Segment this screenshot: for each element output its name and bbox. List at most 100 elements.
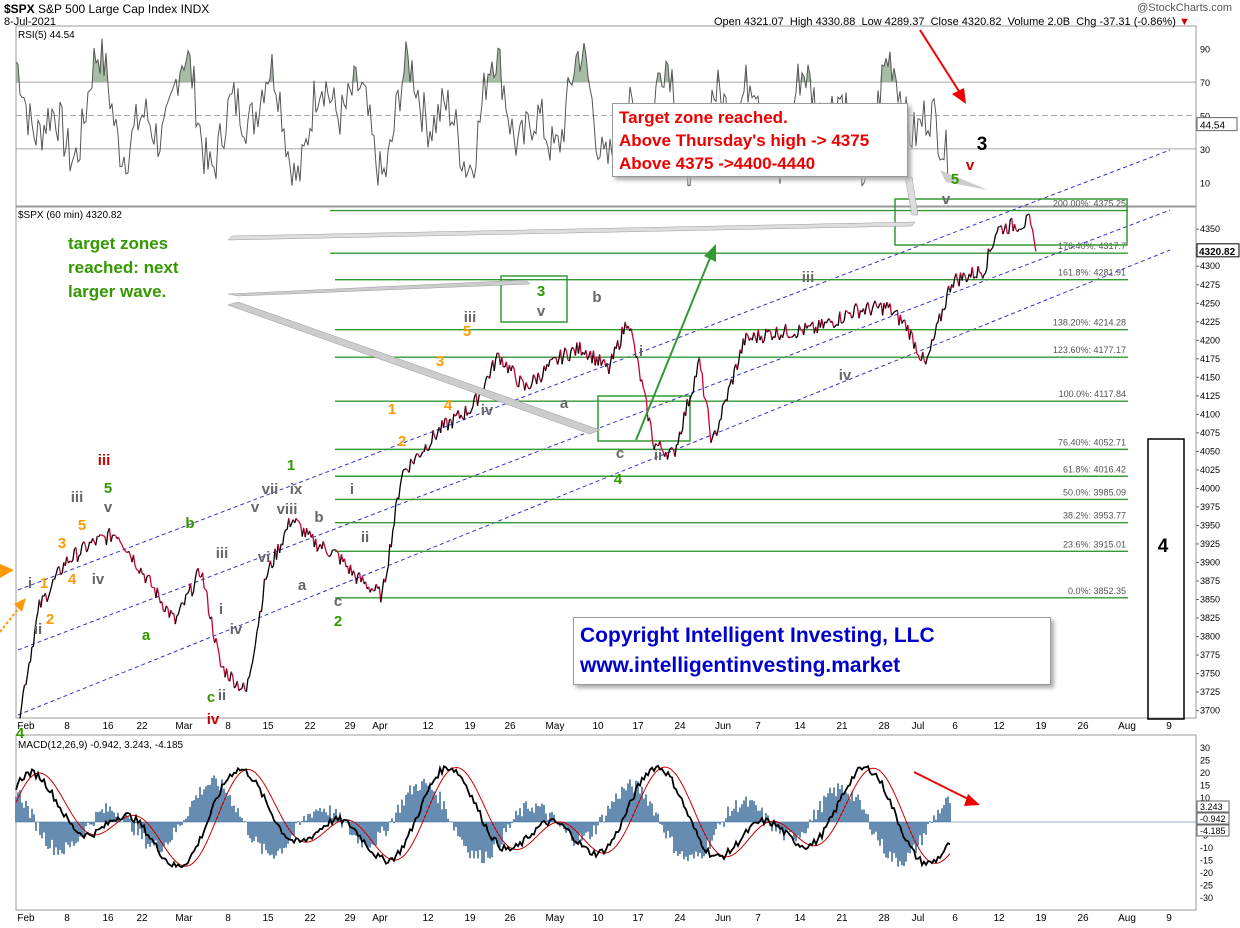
price-segment	[226, 668, 229, 680]
price-segment	[432, 430, 436, 438]
price-segment	[1028, 213, 1032, 226]
price-segment	[644, 392, 648, 400]
price-segment	[355, 573, 359, 584]
x-tick: 17	[632, 721, 644, 732]
x-tick: 12	[993, 721, 1005, 732]
price-segment	[61, 562, 65, 574]
fib-label: 50.0%: 3985.09	[1063, 487, 1126, 497]
price-segment	[168, 610, 172, 618]
wave-label: 4	[68, 571, 77, 588]
price-segment	[568, 350, 572, 361]
price-segment	[420, 451, 424, 456]
price-segment	[655, 443, 658, 446]
target-zones-note: target zones reached: next larger wave.	[62, 230, 228, 310]
price-segment	[328, 554, 332, 558]
price-segment	[26, 663, 30, 675]
price-segment	[564, 347, 568, 352]
price-segment	[642, 387, 646, 393]
price-segment	[965, 279, 969, 283]
x-tick: Jul	[912, 721, 925, 732]
x-tick-macd: 26	[504, 913, 516, 924]
price-segment	[633, 344, 637, 358]
price-segment	[620, 326, 623, 346]
fib-label: 200.00%: 4375.25	[1053, 199, 1126, 209]
price-segment	[179, 602, 183, 609]
fib-label: 176.40%: 4317.7	[1058, 241, 1126, 251]
price-segment	[44, 592, 48, 602]
wave-label: iii	[464, 309, 477, 326]
macd-arrow-head	[964, 794, 980, 806]
price-segment	[501, 357, 504, 368]
price-segment	[236, 680, 240, 691]
projection-arrow	[635, 252, 713, 441]
price-segment	[753, 332, 756, 338]
price-segment	[295, 517, 299, 521]
x-tick: 22	[136, 721, 148, 732]
price-segment	[325, 552, 329, 556]
price-segment	[132, 554, 136, 566]
price-segment	[309, 530, 312, 538]
price-segment	[128, 551, 132, 557]
price-segment	[517, 375, 521, 388]
x-tick-macd: 21	[836, 913, 848, 924]
price-segment	[22, 684, 26, 694]
price-segment	[890, 313, 894, 316]
price-segment	[220, 665, 223, 668]
target-note-line2: Above Thursday's high -> 4375	[619, 131, 870, 150]
price-segment	[976, 265, 979, 279]
price-segment	[525, 382, 529, 387]
price-segment	[229, 671, 232, 682]
price-segment	[50, 579, 54, 587]
price-segment	[680, 429, 684, 435]
price-tick: 3850	[1200, 595, 1220, 605]
price-segment	[375, 583, 379, 589]
price-segment	[99, 534, 103, 536]
target-note-line3: Above 4375 ->4400-4440	[619, 154, 816, 173]
wave-label: a	[298, 577, 307, 594]
wave-label: b	[314, 509, 323, 526]
price-segment	[119, 541, 123, 545]
price-segment	[870, 309, 873, 316]
price-segment	[700, 370, 703, 374]
wave-label: ii	[361, 529, 369, 546]
price-segment	[83, 541, 86, 545]
wave-label: ii	[34, 621, 42, 638]
wave-label: v	[251, 499, 260, 516]
price-segment	[720, 404, 724, 420]
price-segment	[708, 426, 712, 443]
price-tick: 3700	[1200, 706, 1220, 716]
rsi-tick: 50	[1200, 112, 1210, 122]
price-segment	[990, 247, 994, 250]
price-segment	[393, 503, 397, 525]
price-segment	[84, 543, 88, 553]
x-tick: Aug	[1118, 721, 1136, 732]
x-tick-macd: Jul	[912, 913, 925, 924]
wave-label: b	[185, 515, 194, 532]
price-segment	[559, 349, 563, 365]
price-segment	[648, 417, 652, 426]
price-segment	[711, 432, 715, 439]
price-segment	[1031, 229, 1035, 241]
price-segment	[914, 341, 918, 354]
price-tick: 4200	[1200, 335, 1220, 345]
price-segment	[855, 303, 859, 308]
zones-note-line2: reached: next	[68, 258, 179, 277]
wave-label: 5	[463, 323, 471, 340]
chg-label: Chg	[1076, 16, 1097, 28]
price-segment	[476, 396, 480, 406]
price-segment	[86, 548, 89, 553]
price-segment	[889, 303, 893, 316]
price-segment	[156, 587, 160, 597]
wave-label: c	[334, 593, 342, 610]
price-segment	[736, 360, 740, 370]
price-segment	[185, 593, 188, 595]
x-tick: 7	[755, 721, 761, 732]
price-segment	[35, 611, 39, 620]
x-tick-macd: 19	[1035, 913, 1047, 924]
wave-label: i	[28, 575, 32, 592]
price-segment	[134, 565, 138, 570]
price-segment	[871, 303, 875, 310]
price-segment	[387, 544, 391, 567]
price-segment	[1026, 214, 1029, 216]
x-tick: 19	[464, 721, 476, 732]
